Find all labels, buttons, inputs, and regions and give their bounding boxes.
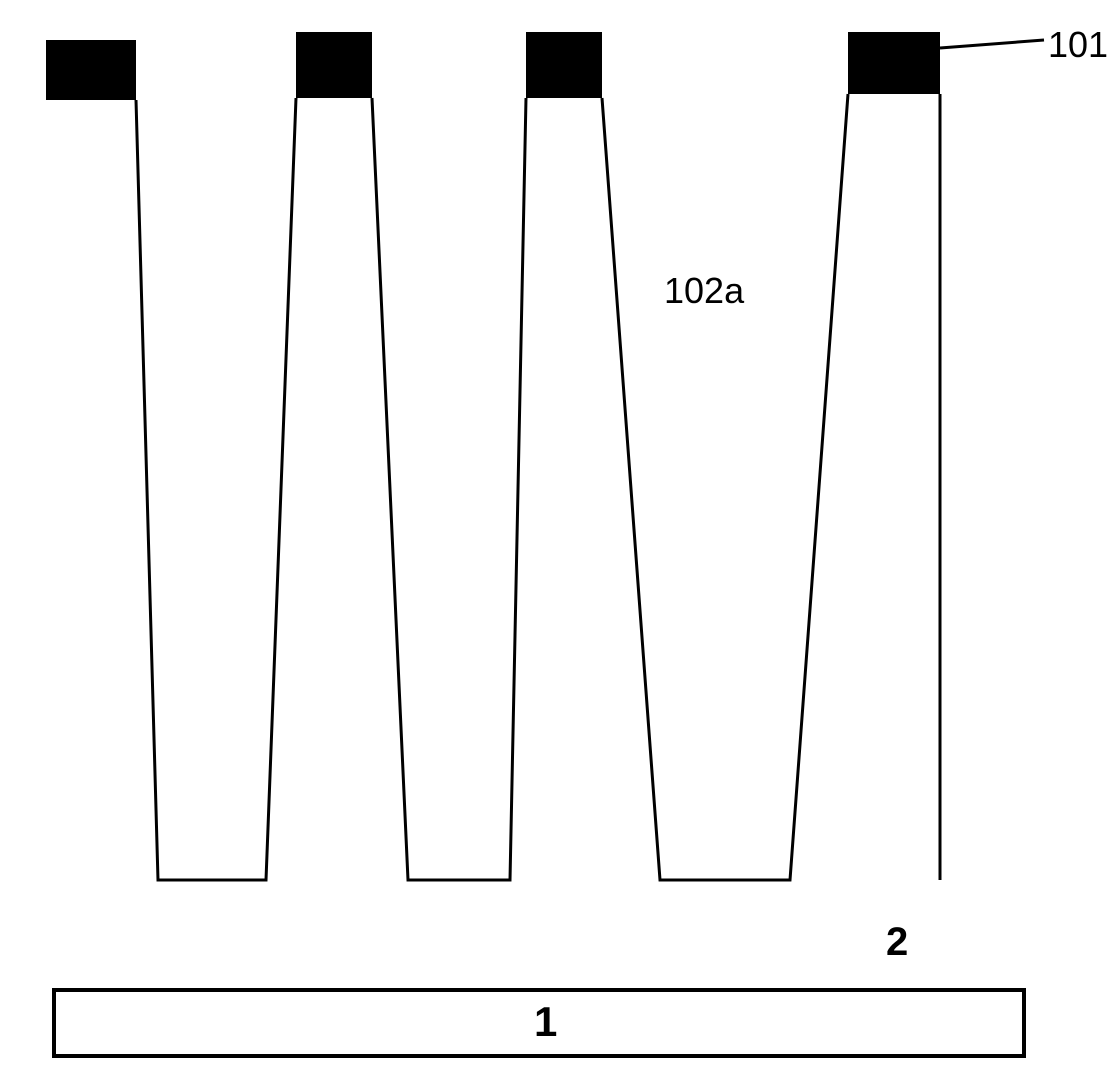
mask-block-4 (848, 32, 940, 94)
mask-block-3 (526, 32, 602, 98)
callout-leader-101 (940, 40, 1044, 48)
label-102a: 102a (664, 270, 744, 312)
mask-block-1 (46, 40, 136, 100)
mask-block-2 (296, 32, 372, 98)
trench-outline-1 (136, 98, 296, 880)
trench-outline-3 (602, 94, 848, 880)
label-region-1: 1 (534, 998, 557, 1046)
label-101: 101 (1048, 24, 1108, 66)
diagram-canvas (0, 0, 1118, 1086)
trench-outline-2 (372, 98, 526, 880)
label-region-2: 2 (886, 920, 908, 965)
